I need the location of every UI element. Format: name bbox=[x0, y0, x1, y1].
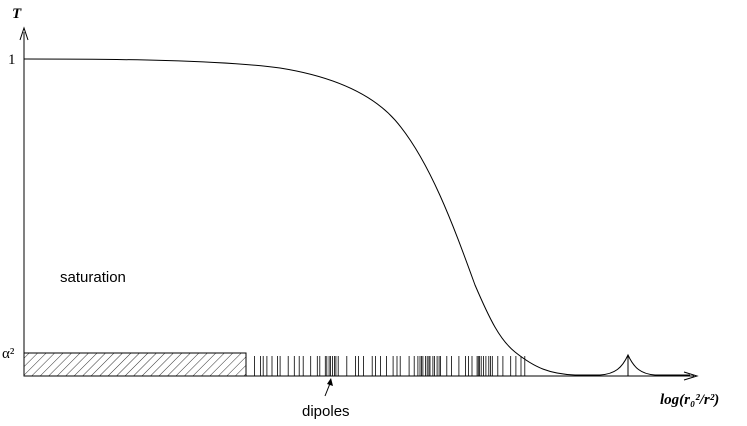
dipoles-label: dipoles bbox=[302, 403, 350, 420]
y-axis-label: T bbox=[12, 6, 22, 22]
y-axis-arrow bbox=[19, 26, 29, 41]
x-axis-label: log(r₀²/r²) bbox=[660, 392, 719, 408]
y-mark-bottom: α² bbox=[2, 346, 15, 362]
y-mark-top: 1 bbox=[8, 52, 16, 68]
x-axis-arrow bbox=[683, 371, 699, 381]
dipoles-pointer-head bbox=[327, 378, 333, 386]
region-label: saturation bbox=[60, 269, 126, 286]
dipole-lines bbox=[253, 356, 526, 376]
transmission-curve bbox=[23, 58, 690, 376]
saturation-box bbox=[23, 352, 247, 377]
